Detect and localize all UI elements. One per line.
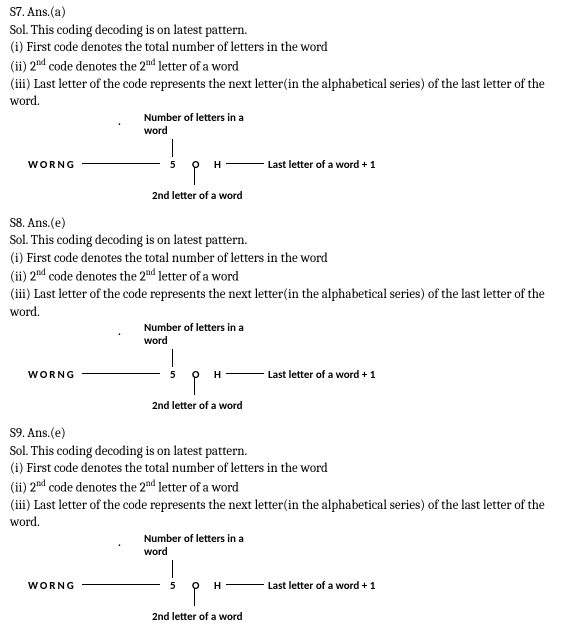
solution-block: S7. Ans.(a)Sol. This coding decoding is … <box>10 4 570 209</box>
rule-1: (i) First code denotes the total number … <box>10 39 570 57</box>
diagram-arrow-line-2 <box>226 163 264 164</box>
rule-2-sup2: nd <box>146 268 156 278</box>
rule-2: (ii) 2nd code denotes the 2nd letter of … <box>10 478 570 497</box>
diagram-dot: . <box>118 325 121 340</box>
rule-2-b: code denotes the 2 <box>46 59 146 74</box>
diagram-top-label-l2: word <box>144 124 244 137</box>
rule-1: (i) First code denotes the total number … <box>10 460 570 478</box>
diagram-bottom-label: 2nd letter of a word <box>152 399 243 414</box>
diagram-arrow-line <box>82 163 160 164</box>
diagram-word: WORNG <box>28 579 76 594</box>
diagram-arrow-line-2 <box>226 584 264 585</box>
rule-3: (iii) Last letter of the code represents… <box>10 286 570 321</box>
diagram-top-label-l2: word <box>144 334 244 347</box>
diagram-word: WORNG <box>28 158 76 173</box>
diagram-top-label-l1: Number of letters in a <box>144 111 244 124</box>
diagram-code-5: 5 <box>170 158 176 173</box>
solution-id: S9. <box>10 426 27 441</box>
diagram-vline-top <box>172 349 173 367</box>
solution-intro: Sol. This coding decoding is on latest p… <box>10 232 570 250</box>
rule-2-c: letter of a word <box>155 59 238 74</box>
rule-3: (iii) Last letter of the code represents… <box>10 76 570 111</box>
diagram-arrow-line <box>82 373 160 374</box>
solution-heading: S8. Ans.(e) <box>10 215 570 233</box>
coding-diagram: .Number of letters in awordWORNG5OHLast … <box>10 321 570 419</box>
solution-answer: Ans.(a) <box>27 5 66 20</box>
diagram-last-label: Last letter of a word + 1 <box>268 368 375 383</box>
diagram-last-label: Last letter of a word + 1 <box>268 158 375 173</box>
solution-intro: Sol. This coding decoding is on latest p… <box>10 22 570 40</box>
diagram-code-h: H <box>214 158 221 173</box>
coding-diagram: .Number of letters in awordWORNG5OHLast … <box>10 111 570 209</box>
diagram-arrow-line <box>82 584 160 585</box>
diagram-vline-top <box>172 560 173 578</box>
diagram-dot: . <box>118 536 121 551</box>
diagram-top-label-l1: Number of letters in a <box>144 532 244 545</box>
rule-1: (i) First code denotes the total number … <box>10 250 570 268</box>
rule-2-c: letter of a word <box>155 480 238 495</box>
rule-2-b: code denotes the 2 <box>46 270 146 285</box>
diagram-code-5: 5 <box>170 368 176 383</box>
diagram-top-label: Number of letters in aword <box>144 111 244 137</box>
diagram-code-h: H <box>214 368 221 383</box>
solution-id: S8. <box>10 216 27 231</box>
diagram-vline-bottom <box>194 588 195 606</box>
solution-answer: Ans.(e) <box>27 216 65 231</box>
solution-block: S9. Ans.(e)Sol. This coding decoding is … <box>10 425 570 630</box>
diagram-top-label: Number of letters in aword <box>144 321 244 347</box>
rule-2: (ii) 2nd code denotes the 2nd letter of … <box>10 267 570 286</box>
diagram-top-label-l1: Number of letters in a <box>144 321 244 334</box>
diagram-bottom-label: 2nd letter of a word <box>152 189 243 204</box>
diagram-bottom-label: 2nd letter of a word <box>152 610 243 625</box>
diagram-last-label: Last letter of a word + 1 <box>268 579 375 594</box>
solution-answer: Ans.(e) <box>27 426 65 441</box>
diagram-top-label-l2: word <box>144 545 244 558</box>
rule-2-c: letter of a word <box>155 270 238 285</box>
solution-id: S7. <box>10 5 27 20</box>
coding-diagram: .Number of letters in awordWORNG5OHLast … <box>10 532 570 630</box>
solution-heading: S9. Ans.(e) <box>10 425 570 443</box>
diagram-code-h: H <box>214 579 221 594</box>
diagram-dot: . <box>118 115 121 130</box>
diagram-top-label: Number of letters in aword <box>144 532 244 558</box>
rule-2-a: (ii) 2 <box>10 270 36 285</box>
diagram-arrow-line-2 <box>226 373 264 374</box>
diagram-word: WORNG <box>28 368 76 383</box>
diagram-vline-top <box>172 139 173 157</box>
rule-2-b: code denotes the 2 <box>46 480 146 495</box>
rule-2-sup: nd <box>36 268 46 278</box>
solution-heading: S7. Ans.(a) <box>10 4 570 22</box>
rule-2-a: (ii) 2 <box>10 59 36 74</box>
diagram-vline-bottom <box>194 377 195 395</box>
solution-intro: Sol. This coding decoding is on latest p… <box>10 443 570 461</box>
rule-2-a: (ii) 2 <box>10 480 36 495</box>
rule-2-sup2: nd <box>146 58 156 68</box>
solution-block: S8. Ans.(e)Sol. This coding decoding is … <box>10 215 570 420</box>
diagram-code-5: 5 <box>170 579 176 594</box>
rule-2: (ii) 2nd code denotes the 2nd letter of … <box>10 57 570 76</box>
diagram-vline-bottom <box>194 167 195 185</box>
rule-2-sup: nd <box>36 479 46 489</box>
rule-3: (iii) Last letter of the code represents… <box>10 497 570 532</box>
rule-2-sup2: nd <box>146 479 156 489</box>
rule-2-sup: nd <box>36 58 46 68</box>
